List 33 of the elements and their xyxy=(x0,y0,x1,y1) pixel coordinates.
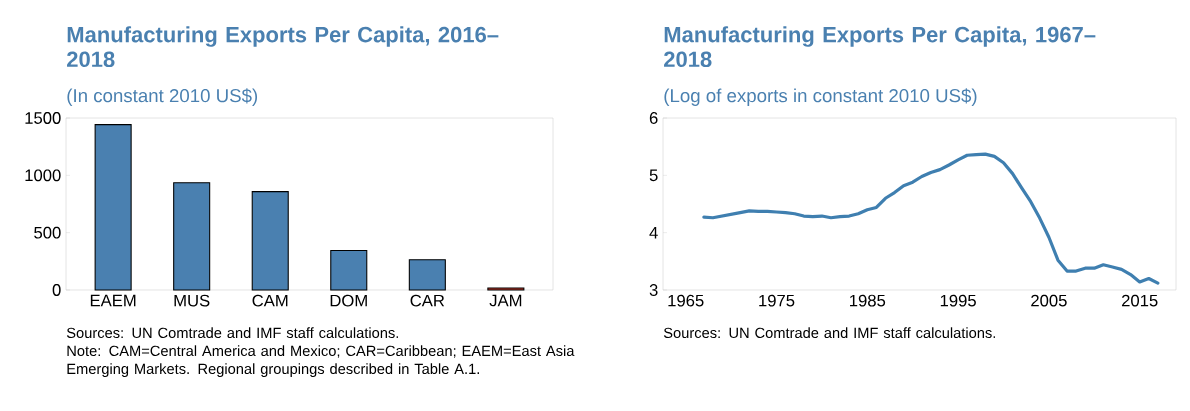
x-tick-label: 2005 xyxy=(1031,294,1067,307)
x-tick-label: 1975 xyxy=(759,294,795,307)
y-tick-label: 1000 xyxy=(25,169,61,182)
y-tick-label: 0 xyxy=(52,284,61,296)
x-tick-label: JAM xyxy=(489,294,522,307)
x-tick-label: DOM xyxy=(330,294,367,307)
source-note: Sources: UN Comtrade and IMF staff calculations. xyxy=(66,327,399,339)
text: Note: CAM=Central America and Mexico; CAR=Caribbean; EAEM=East Asia Emerging Markets. Regional groupings described in Table A.1. xyxy=(67,345,575,377)
x-tick-label: 1995 xyxy=(940,294,976,307)
y-tick-label: 4 xyxy=(649,226,658,239)
x-tick-label: 1965 xyxy=(668,294,704,307)
bar xyxy=(94,124,132,291)
y-tick-label: 5 xyxy=(649,169,658,182)
bar xyxy=(173,182,211,291)
chart-title: Manufacturing Exports Per Capita, 1967–2018 xyxy=(664,26,1096,68)
source-note: Sources: UN Comtrade and IMF staff calculations. xyxy=(663,327,996,339)
chart-title: Manufacturing Exports Per Capita, 2016–2018 xyxy=(67,26,499,68)
x-tick-label: CAM xyxy=(252,294,288,307)
chart-subtitle: (Log of exports in constant 2010 US$) xyxy=(664,88,977,106)
bar xyxy=(487,287,525,291)
bar xyxy=(408,259,446,291)
chart-subtitle: (In constant 2010 US$) xyxy=(67,88,258,106)
y-tick-label: 3 xyxy=(649,284,658,296)
bar xyxy=(251,191,289,291)
y-tick-label: 500 xyxy=(34,226,61,239)
x-tick-label: 1985 xyxy=(850,294,886,307)
x-tick-label: 2015 xyxy=(1121,294,1158,307)
y-tick-label: 1500 xyxy=(25,112,61,124)
x-tick-label: CAR xyxy=(410,294,445,307)
x-tick-label: EAEM xyxy=(90,294,136,307)
y-tick-label: 6 xyxy=(649,112,658,124)
x-tick-label: MUS xyxy=(174,294,210,307)
bar xyxy=(330,249,368,291)
